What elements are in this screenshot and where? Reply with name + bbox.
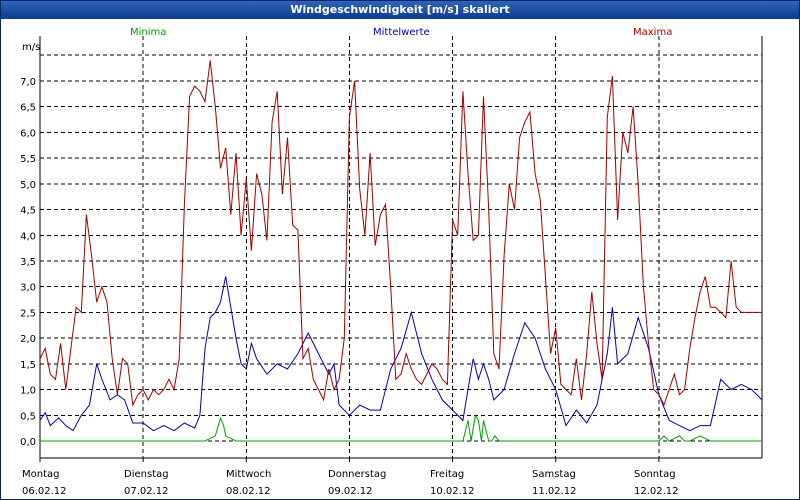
y-tick-label: 1,5: [20, 360, 36, 371]
y-tick-label: 1,0: [20, 386, 36, 397]
x-tick-date: 09.02.12: [328, 486, 373, 497]
y-tick-label: 2,0: [20, 334, 36, 345]
y-tick-label: 4,5: [20, 206, 36, 217]
series-lines: [39, 60, 763, 442]
legend: Minima Mittelwerte Maxima: [130, 27, 672, 38]
x-tick-date: 12.02.12: [634, 486, 679, 497]
window-title: Windgeschwindigkeit [m/s] skaliert: [1, 1, 799, 19]
x-tick-date: 08.02.12: [226, 486, 271, 497]
x-tick-day: Samstag: [532, 469, 576, 480]
y-tick-label: 3,5: [20, 257, 36, 268]
x-tick-day: Mittwoch: [226, 469, 271, 480]
y-tick-label: 7,0: [20, 77, 36, 88]
series-maxima: [39, 60, 762, 407]
legend-maxima: Maxima: [633, 27, 672, 38]
y-tick-label: 0,0: [20, 437, 36, 448]
legend-minima: Minima: [130, 27, 166, 38]
y-axis-label: m/s: [22, 42, 40, 53]
x-tick-labels: Montag 06.02.12 Dienstag 07.02.12 Mittwoch 08…: [22, 469, 679, 497]
legend-mittelwerte: Mittelwerte: [373, 27, 430, 38]
y-tick-label: 0,5: [20, 411, 36, 422]
axes: [39, 36, 763, 462]
x-tick-day: Donnerstag: [328, 469, 386, 480]
y-tick-label: 5,0: [20, 180, 36, 191]
y-tick-label: 4,0: [20, 231, 36, 242]
x-tick-day: Sonntag: [634, 469, 676, 480]
x-tick-date: 07.02.12: [124, 486, 169, 497]
x-tick-date: 11.02.12: [532, 486, 577, 497]
y-tick-label: 2,5: [20, 308, 36, 319]
y-tick-label: 6,5: [20, 103, 36, 114]
series-minima: [40, 413, 762, 442]
x-tick-date: 10.02.12: [430, 486, 475, 497]
series-mittelwerte: [39, 276, 763, 432]
x-tick-day: Dienstag: [124, 469, 169, 480]
y-tick-label: 5,5: [20, 154, 36, 165]
y-tick-labels: 0,0 0,5 1,0 1,5 2,0 2,5 3,0 3,5 4,0 4,5 5,0 5,5 6,0 6…: [20, 42, 40, 448]
y-tick-label: 6,0: [20, 128, 36, 139]
x-tick-day: Montag: [22, 469, 59, 480]
x-tick-day: Freitag: [430, 469, 464, 480]
x-tick-date: 06.02.12: [22, 486, 67, 497]
grid: [40, 36, 762, 458]
y-tick-label: 3,0: [20, 283, 36, 294]
